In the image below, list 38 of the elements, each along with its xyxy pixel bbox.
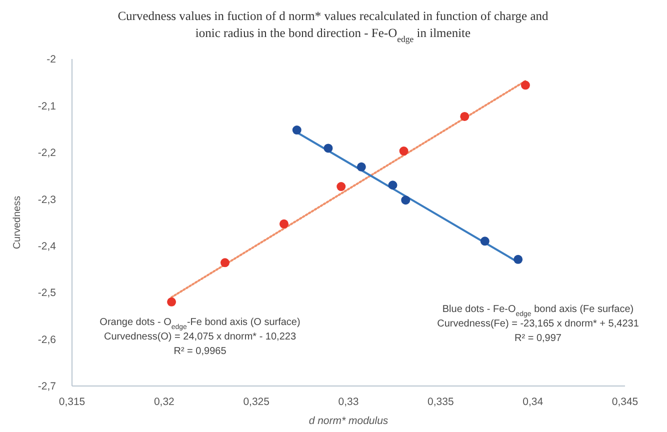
point xyxy=(514,254,523,264)
point xyxy=(401,196,410,205)
y-tick-label: -2,1 xyxy=(38,100,56,112)
point xyxy=(279,219,288,228)
annotation: Orange dots - O$_{edge}$-Fe bond axis (O surface) xyxy=(100,317,300,330)
x-tick-label: 0,335 xyxy=(428,396,454,408)
point xyxy=(167,297,176,306)
y-tick-label: -2,7 xyxy=(38,380,56,393)
x-tick-label: 0,33 xyxy=(338,396,359,408)
point xyxy=(356,162,366,172)
annotation: R² = 0,997 xyxy=(514,333,562,344)
point xyxy=(460,112,470,121)
point xyxy=(520,80,530,90)
y-axis-title: Curvedness xyxy=(12,196,23,250)
y-tick-label: -2,2 xyxy=(38,147,56,160)
point xyxy=(324,144,333,153)
y-tick-label: -2 xyxy=(46,54,56,66)
point xyxy=(399,146,408,156)
y-tick-label: -2,4 xyxy=(38,240,56,253)
x-tick-label: 0,32 xyxy=(154,396,175,408)
y-tick-label: -2,6 xyxy=(38,334,56,346)
point xyxy=(220,258,230,268)
annotation: R² = 0,9965 xyxy=(174,346,227,357)
x-tick-label: 0,345 xyxy=(612,396,638,408)
point xyxy=(336,182,346,192)
annotation: Curvedness(O) = 24,075 x dnorm* - 10,223 xyxy=(104,332,296,342)
annotation: Curvedness(Fe) = -23,165 x dnorm* + 5,4231 xyxy=(437,318,640,330)
x-tick-label: 0,34 xyxy=(522,396,544,408)
point xyxy=(292,126,302,135)
annotation: Blue dots - Fe-O$_{edge}$ bond axis (Fe surface) xyxy=(442,304,634,318)
y-tick-label: -2,5 xyxy=(38,287,56,300)
point xyxy=(480,236,490,246)
y-tick-label: -2,3 xyxy=(38,194,56,206)
x-tick-label: 0,325 xyxy=(243,396,270,408)
x-axis-title: d norm* modulus xyxy=(308,415,389,427)
x-tick-label: 0,315 xyxy=(58,396,86,408)
chart-title: Curvedness values in fuction of d norm* values recalculated in function of charge and ionic radius in the bond direction - Fe-O$_{edge}$ in ilmenite xyxy=(118,9,550,44)
point xyxy=(388,180,398,190)
